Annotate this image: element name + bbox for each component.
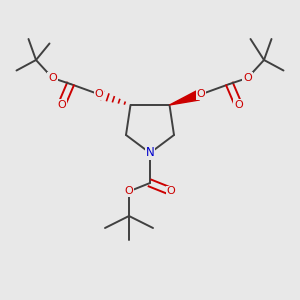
Polygon shape xyxy=(169,91,200,105)
Text: O: O xyxy=(167,186,176,197)
Text: N: N xyxy=(146,146,154,160)
Text: O: O xyxy=(234,100,243,110)
Text: O: O xyxy=(243,73,252,83)
Text: O: O xyxy=(48,73,57,83)
Text: O: O xyxy=(94,89,103,99)
Text: O: O xyxy=(124,186,134,197)
Text: O: O xyxy=(57,100,66,110)
Text: O: O xyxy=(196,89,206,99)
